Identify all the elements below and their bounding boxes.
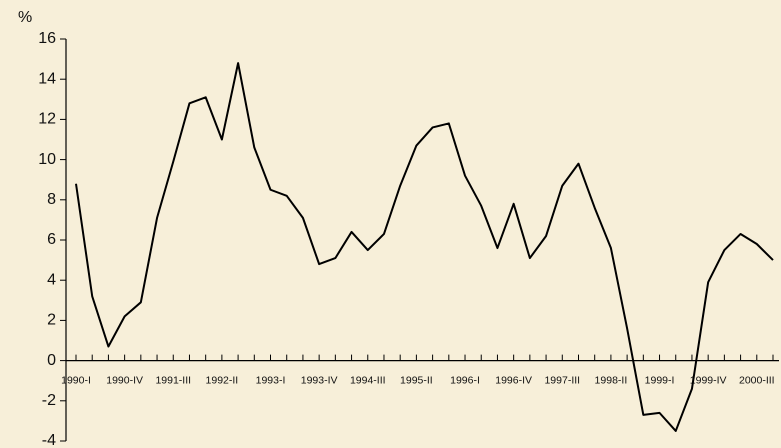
y-tick-label: 14 bbox=[38, 70, 56, 87]
x-tick-label: 1995-II bbox=[400, 374, 433, 386]
x-tick-label: 1998-II bbox=[595, 374, 628, 386]
x-tick-label: 1996-IV bbox=[495, 374, 532, 386]
y-tick-label: -4 bbox=[42, 432, 56, 448]
line bbox=[75, 62, 774, 432]
x-tick-label: 1991-III bbox=[155, 374, 191, 386]
x-tick-label: 1999-IV bbox=[690, 374, 727, 386]
y-tick-label: 12 bbox=[38, 111, 56, 128]
x-tick-label: 1992-II bbox=[206, 374, 239, 386]
y-tick-label: -2 bbox=[42, 392, 56, 409]
y-tick-label: 0 bbox=[47, 352, 56, 369]
y-tick-label: 10 bbox=[38, 151, 56, 168]
x-tick-label: 1994-III bbox=[350, 374, 386, 386]
x-tick-label: 1999-I bbox=[645, 374, 675, 386]
x-tick-label: 1996-I bbox=[450, 374, 480, 386]
x-tick-label: 1993-IV bbox=[301, 374, 338, 386]
y-axis-label: % bbox=[18, 9, 32, 26]
x-tick-label: 2000-III bbox=[739, 374, 775, 386]
y-tick-label: 16 bbox=[38, 30, 56, 47]
x-tick-label: 1990-I bbox=[61, 374, 91, 386]
y-tick-label: 4 bbox=[47, 271, 56, 288]
x-tick-label: 1993-I bbox=[256, 374, 286, 386]
y-tick-label: 6 bbox=[47, 231, 56, 248]
y-tick-label: 2 bbox=[47, 312, 56, 329]
y-tick-label: 8 bbox=[47, 191, 56, 208]
x-tick-label: 1990-IV bbox=[106, 374, 143, 386]
x-tick-label: 1997-III bbox=[544, 374, 580, 386]
